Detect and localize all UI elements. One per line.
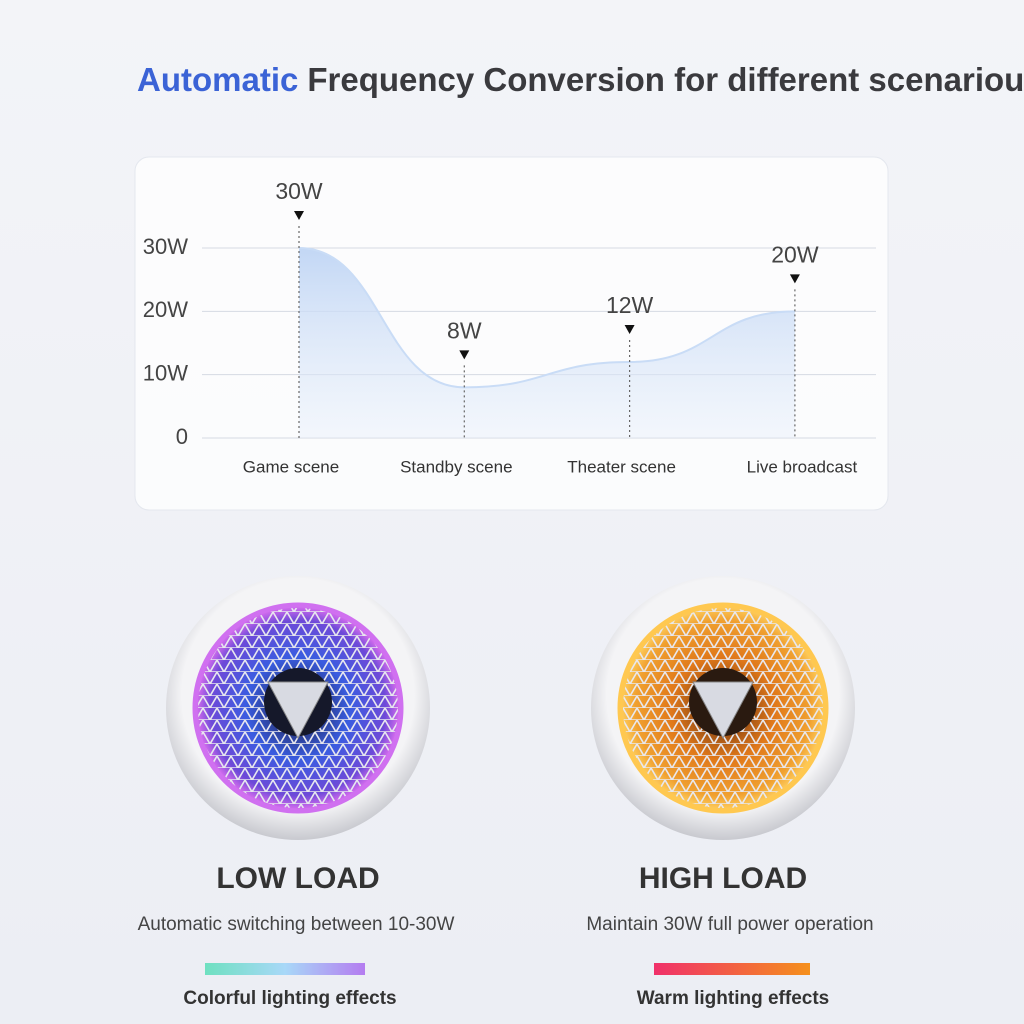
marker <box>294 211 304 220</box>
chart: 0 10W 20W 30W 30W 8W 12W 20W Game scene Standby s… <box>143 178 876 476</box>
y-tick-label: 0 <box>176 424 188 449</box>
y-tick-label: 20W <box>143 297 188 322</box>
title-highlight: Automatic <box>137 61 298 98</box>
fan-logo <box>692 681 754 740</box>
y-tick-label: 10W <box>143 360 188 385</box>
x-tick-label: Live broadcast <box>747 457 858 476</box>
panel-description: Automatic switching between 10-30W <box>138 914 455 935</box>
x-tick-label: Standby scene <box>400 457 512 476</box>
marker <box>624 325 635 334</box>
panel-caption: Colorful lighting effects <box>183 988 396 1009</box>
area-line <box>298 247 795 389</box>
value-label: 20W <box>771 241 819 267</box>
panel-description: Maintain 30W full power operation <box>586 914 873 935</box>
color-swatch <box>205 963 365 975</box>
panel-title: LOW LOAD <box>216 862 379 895</box>
marker <box>459 350 470 360</box>
title: Automatic Frequency Conversion for differ… <box>137 61 1024 98</box>
value-label: 30W <box>275 178 323 204</box>
area <box>299 248 795 438</box>
marker <box>789 274 800 284</box>
panel-caption: Warm lighting effects <box>637 988 829 1009</box>
value-label: 12W <box>606 292 654 318</box>
fan-low <box>166 576 430 840</box>
title-rest: Frequency Conversion for different scena… <box>307 61 1024 98</box>
x-tick-label: Theater scene <box>567 457 676 476</box>
y-tick-label: 30W <box>143 234 188 259</box>
color-swatch <box>654 963 810 975</box>
fan-high <box>591 576 855 840</box>
panel-title: HIGH LOAD <box>639 862 807 895</box>
x-tick-label: Game scene <box>243 457 339 476</box>
value-label: 8W <box>447 317 482 343</box>
fan-logo <box>267 681 329 740</box>
